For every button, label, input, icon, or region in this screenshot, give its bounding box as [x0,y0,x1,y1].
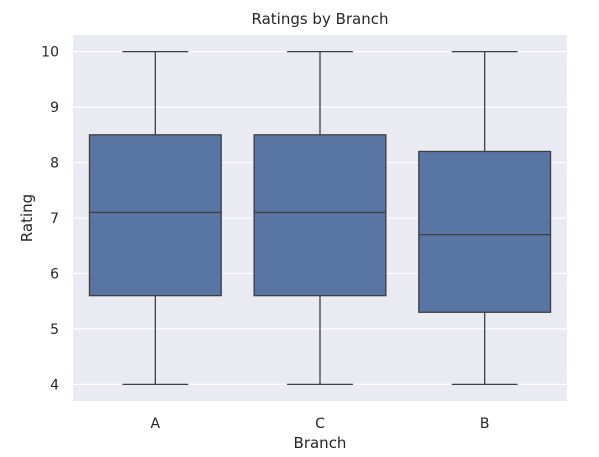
y-tick-label: 8 [50,156,59,172]
x-tick-label: C [315,416,325,432]
boxes [88,50,552,386]
x-axis-label: Branch [294,434,347,452]
box-C [253,50,387,386]
box-iqr [88,134,222,297]
box-A [88,50,222,386]
chart-title: Ratings by Branch [251,10,388,28]
y-axis-ticks: 4 5 6 7 8 9 10 [41,45,59,394]
y-tick-label: 9 [50,100,59,116]
y-tick-label: 4 [50,377,59,393]
y-tick-label: 10 [41,45,59,61]
y-tick-label: 7 [50,211,59,227]
x-tick-label: B [480,416,490,432]
box-iqr [418,150,552,313]
y-tick-label: 5 [50,322,59,338]
box-iqr [253,134,387,297]
box-B [418,50,552,386]
y-axis-label: Rating [18,194,36,242]
x-tick-label: A [151,416,161,432]
y-tick-label: 6 [50,266,59,282]
